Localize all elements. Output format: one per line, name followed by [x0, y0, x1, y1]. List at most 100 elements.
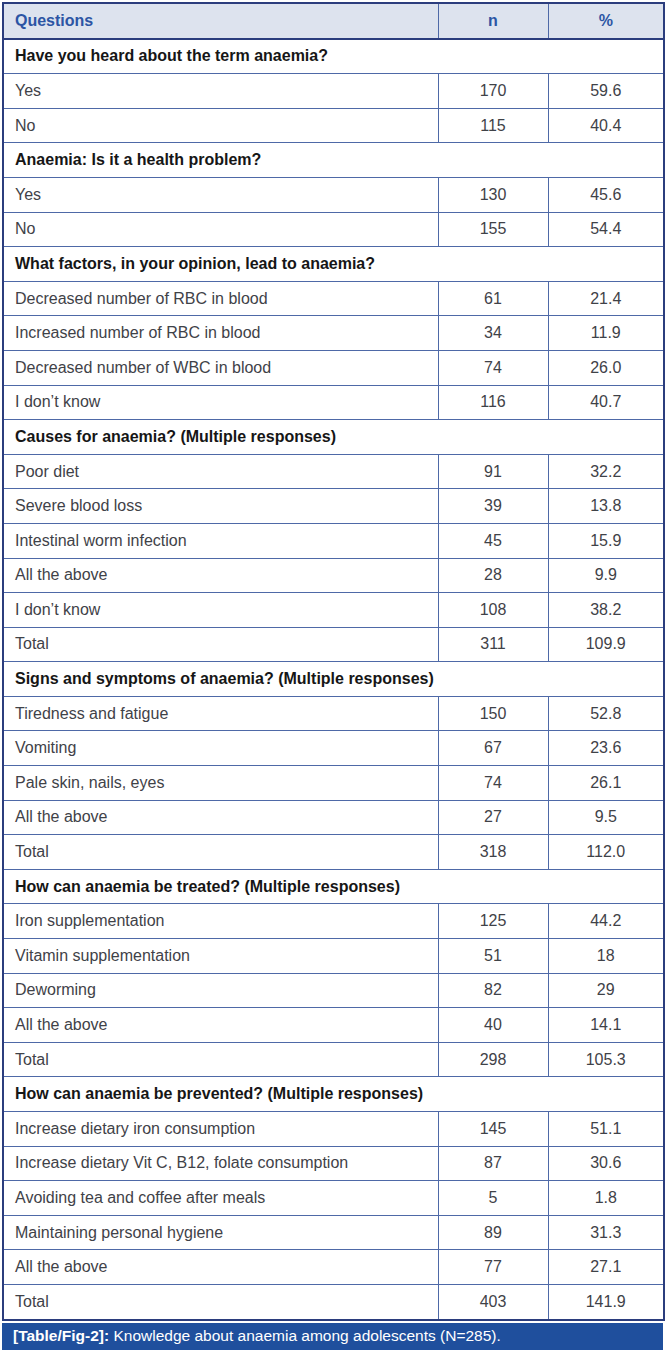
table-row: Total311109.9	[3, 627, 664, 662]
percent-cell: 27.1	[548, 1250, 664, 1285]
answer-cell: Total	[3, 1042, 438, 1077]
section-header-cell: What factors, in your opinion, lead to a…	[3, 247, 664, 282]
section-header-cell: How can anaemia be treated? (Multiple re…	[3, 869, 664, 904]
table-row: Yes13045.6	[3, 177, 664, 212]
table-row: Vitamin supplementation5118	[3, 939, 664, 974]
percent-cell: 23.6	[548, 731, 664, 766]
percent-cell: 40.4	[548, 108, 664, 143]
table-row: Total298105.3	[3, 1042, 664, 1077]
table-header: Questions n %	[3, 3, 664, 39]
n-cell: 298	[438, 1042, 548, 1077]
table-row: All the above289.9	[3, 558, 664, 593]
n-cell: 28	[438, 558, 548, 593]
percent-cell: 11.9	[548, 316, 664, 351]
answer-cell: Total	[3, 1284, 438, 1319]
table-row: Deworming8229	[3, 973, 664, 1008]
n-cell: 27	[438, 800, 548, 835]
header-row: Questions n %	[3, 3, 664, 39]
answer-cell: Iron supplementation	[3, 904, 438, 939]
section-header-row: How can anaemia be prevented? (Multiple …	[3, 1077, 664, 1112]
percent-cell: 112.0	[548, 835, 664, 870]
table-row: Vomiting6723.6	[3, 731, 664, 766]
percent-cell: 59.6	[548, 74, 664, 109]
answer-cell: Deworming	[3, 973, 438, 1008]
answer-cell: Maintaining personal hygiene	[3, 1215, 438, 1250]
percent-cell: 9.5	[548, 800, 664, 835]
column-header-n: n	[438, 3, 548, 39]
percent-cell: 18	[548, 939, 664, 974]
n-cell: 125	[438, 904, 548, 939]
table-figure: Questions n % Have you heard about the t…	[0, 0, 665, 1353]
n-cell: 39	[438, 489, 548, 524]
percent-cell: 26.0	[548, 350, 664, 385]
percent-cell: 9.9	[548, 558, 664, 593]
percent-cell: 1.8	[548, 1181, 664, 1216]
answer-cell: No	[3, 212, 438, 247]
answer-cell: All the above	[3, 558, 438, 593]
knowledge-table: Questions n % Have you heard about the t…	[2, 2, 665, 1321]
percent-cell: 40.7	[548, 385, 664, 420]
n-cell: 116	[438, 385, 548, 420]
table-row: Increased number of RBC in blood3411.9	[3, 316, 664, 351]
percent-cell: 45.6	[548, 177, 664, 212]
n-cell: 89	[438, 1215, 548, 1250]
answer-cell: Vomiting	[3, 731, 438, 766]
answer-cell: Severe blood loss	[3, 489, 438, 524]
n-cell: 40	[438, 1008, 548, 1043]
n-cell: 150	[438, 696, 548, 731]
n-cell: 311	[438, 627, 548, 662]
table-row: Avoiding tea and coffee after meals51.8	[3, 1181, 664, 1216]
table-row: Iron supplementation12544.2	[3, 904, 664, 939]
n-cell: 82	[438, 973, 548, 1008]
answer-cell: I don’t know	[3, 385, 438, 420]
percent-cell: 38.2	[548, 593, 664, 628]
section-header-row: What factors, in your opinion, lead to a…	[3, 247, 664, 282]
section-header-row: How can anaemia be treated? (Multiple re…	[3, 869, 664, 904]
n-cell: 318	[438, 835, 548, 870]
percent-cell: 54.4	[548, 212, 664, 247]
table-row: I don’t know10838.2	[3, 593, 664, 628]
n-cell: 108	[438, 593, 548, 628]
percent-cell: 141.9	[548, 1284, 664, 1319]
percent-cell: 21.4	[548, 281, 664, 316]
section-header-row: Signs and symptoms of anaemia? (Multiple…	[3, 662, 664, 697]
caption-tag: [Table/Fig-2]:	[13, 1327, 109, 1344]
column-header-questions: Questions	[3, 3, 438, 39]
caption-text: Knowledge about anaemia among adolescent…	[113, 1327, 500, 1344]
table-row: Increase dietary Vit C, B12, folate cons…	[3, 1146, 664, 1181]
answer-cell: Tiredness and fatigue	[3, 696, 438, 731]
table-row: All the above7727.1	[3, 1250, 664, 1285]
answer-cell: All the above	[3, 800, 438, 835]
percent-cell: 15.9	[548, 523, 664, 558]
section-header-row: Anaemia: Is it a health problem?	[3, 143, 664, 178]
answer-cell: Poor diet	[3, 454, 438, 489]
section-header-row: Have you heard about the term anaemia?	[3, 39, 664, 74]
answer-cell: Increased number of RBC in blood	[3, 316, 438, 351]
table-row: Increase dietary iron consumption14551.1	[3, 1112, 664, 1147]
percent-cell: 51.1	[548, 1112, 664, 1147]
percent-cell: 26.1	[548, 766, 664, 801]
percent-cell: 105.3	[548, 1042, 664, 1077]
n-cell: 74	[438, 766, 548, 801]
n-cell: 61	[438, 281, 548, 316]
n-cell: 5	[438, 1181, 548, 1216]
n-cell: 130	[438, 177, 548, 212]
table-row: Decreased number of RBC in blood6121.4	[3, 281, 664, 316]
percent-cell: 14.1	[548, 1008, 664, 1043]
answer-cell: Total	[3, 627, 438, 662]
answer-cell: Avoiding tea and coffee after meals	[3, 1181, 438, 1216]
answer-cell: No	[3, 108, 438, 143]
n-cell: 87	[438, 1146, 548, 1181]
n-cell: 45	[438, 523, 548, 558]
section-header-row: Causes for anaemia? (Multiple responses)	[3, 420, 664, 455]
n-cell: 74	[438, 350, 548, 385]
answer-cell: All the above	[3, 1008, 438, 1043]
percent-cell: 29	[548, 973, 664, 1008]
column-header-percent: %	[548, 3, 664, 39]
percent-cell: 13.8	[548, 489, 664, 524]
n-cell: 67	[438, 731, 548, 766]
percent-cell: 52.8	[548, 696, 664, 731]
section-header-cell: Causes for anaemia? (Multiple responses)	[3, 420, 664, 455]
table-row: Maintaining personal hygiene8931.3	[3, 1215, 664, 1250]
n-cell: 155	[438, 212, 548, 247]
